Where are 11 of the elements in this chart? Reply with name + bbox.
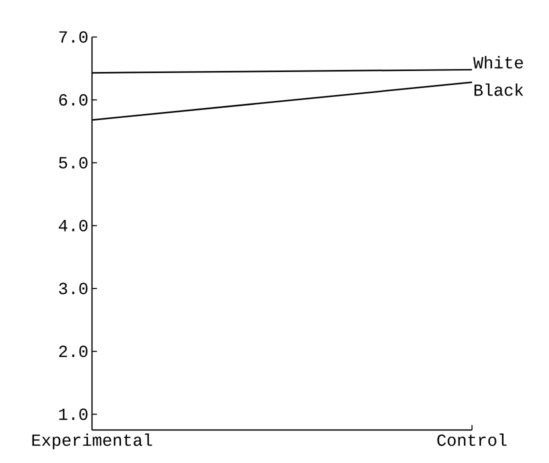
y-tick-label: 2.0	[59, 346, 88, 358]
series-label: White	[473, 56, 523, 68]
y-tick-label: 4.0	[58, 220, 88, 232]
series-label: Black	[474, 83, 524, 96]
y-tick-label: 1.0	[59, 408, 88, 420]
x-tick-label: Control	[437, 434, 507, 446]
y-tick-label: 3.0	[59, 282, 88, 294]
y-tick-label: 7.0	[59, 31, 88, 43]
y-tick-label: 5.0	[59, 157, 88, 169]
y-tick-label: 6.0	[59, 94, 88, 106]
x-tick-label: Experimental	[32, 434, 152, 450]
